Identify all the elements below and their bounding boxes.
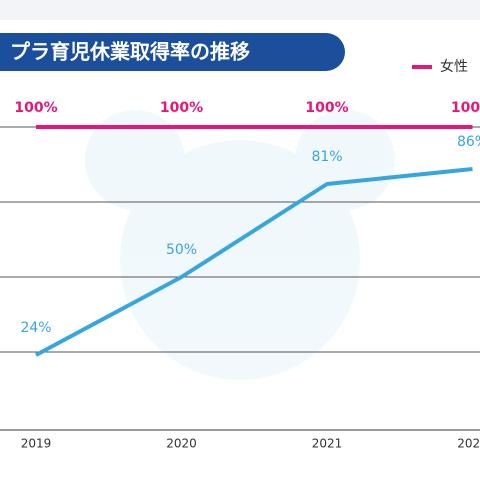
data-label: 50%: [166, 242, 197, 258]
data-label: 100%: [451, 100, 480, 116]
series-line: [35, 167, 473, 357]
data-label: 86%: [457, 134, 480, 150]
title-pill: [0, 33, 345, 71]
data-label: 81%: [311, 149, 342, 165]
x-tick-label: 2022: [457, 437, 480, 451]
data-label: 100%: [305, 100, 348, 116]
data-label: 100%: [14, 100, 57, 116]
x-tick-label: 2019: [21, 437, 52, 451]
legend-label: 女性: [440, 58, 468, 75]
x-tick-label: 2021: [312, 437, 343, 451]
x-tick-label: 2020: [166, 437, 197, 451]
chart-title: プラ育児休業取得率の推移: [10, 40, 250, 64]
top-band: [0, 0, 480, 20]
plot-area: 2019 2020 2021 2022 100% 100% 100% 100% 24% 50% 81…: [0, 58, 480, 451]
data-label: 24%: [20, 320, 51, 336]
data-label: 100%: [160, 100, 203, 116]
